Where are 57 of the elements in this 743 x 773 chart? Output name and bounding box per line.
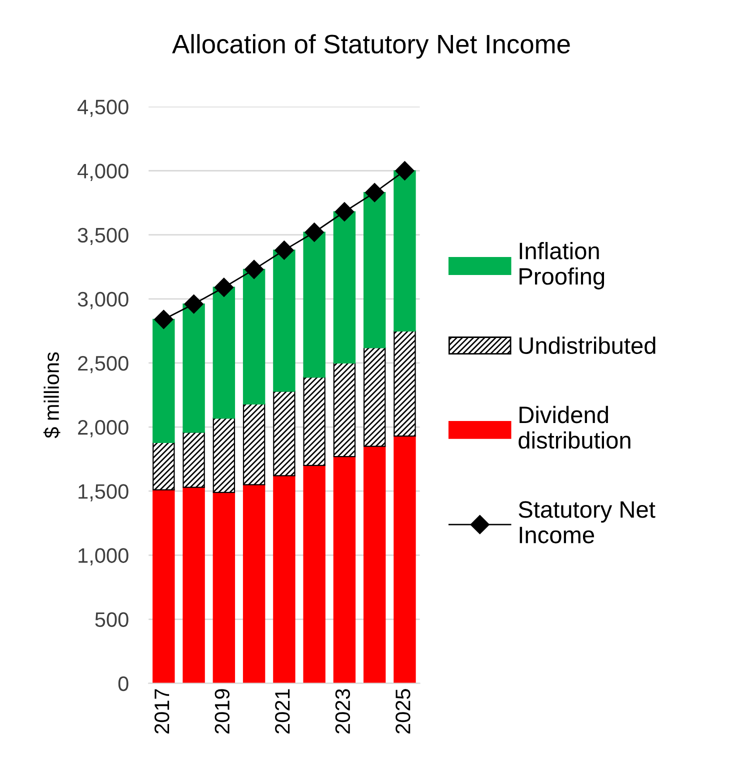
legend-label: Inflation Proofing bbox=[520, 242, 604, 290]
bar bbox=[273, 250, 296, 392]
x-tick-label: 2021 bbox=[275, 689, 290, 734]
point bbox=[184, 294, 204, 314]
y-tick-label: 3,500 bbox=[78, 228, 128, 246]
bar bbox=[394, 435, 416, 684]
bar bbox=[333, 456, 356, 684]
point bbox=[365, 183, 384, 202]
bar bbox=[212, 492, 236, 684]
point bbox=[214, 278, 234, 297]
y-tick-label: 2,500 bbox=[78, 356, 128, 374]
bar bbox=[182, 303, 205, 433]
bar bbox=[394, 170, 416, 332]
y-tick-label: 4,000 bbox=[78, 164, 128, 181]
x-tick-label: 2025 bbox=[396, 689, 410, 734]
point bbox=[304, 222, 324, 242]
bar bbox=[303, 232, 326, 378]
point bbox=[154, 310, 174, 329]
bar bbox=[333, 211, 356, 364]
y-tick-label: 1,000 bbox=[78, 548, 128, 566]
bar bbox=[303, 464, 326, 684]
y-tick-label: 0 bbox=[118, 676, 128, 692]
legend-label: Undistributed bbox=[519, 336, 656, 354]
bar bbox=[242, 403, 266, 486]
bar bbox=[152, 442, 175, 490]
bar bbox=[333, 362, 356, 458]
bar bbox=[212, 418, 236, 493]
y-axis-title: $ millions bbox=[43, 352, 60, 438]
bar bbox=[363, 192, 386, 348]
bar bbox=[242, 484, 266, 684]
bar bbox=[363, 347, 386, 447]
y-tick-label: 2,000 bbox=[78, 420, 128, 438]
bar bbox=[303, 376, 326, 466]
bar bbox=[152, 318, 175, 443]
point bbox=[274, 240, 294, 260]
legend-label: Statutory Net Income bbox=[518, 501, 656, 544]
bar bbox=[394, 330, 416, 437]
bar bbox=[182, 486, 205, 684]
bar bbox=[212, 286, 236, 419]
bar bbox=[182, 432, 205, 488]
bar bbox=[152, 489, 175, 684]
bar bbox=[273, 475, 296, 684]
point bbox=[244, 260, 264, 279]
bar bbox=[363, 446, 386, 684]
x-tick-label: 2019 bbox=[214, 689, 230, 734]
bar bbox=[242, 268, 266, 405]
y-tick-label: 3,000 bbox=[78, 292, 128, 310]
x-tick-label: 2017 bbox=[154, 689, 170, 734]
point bbox=[334, 202, 354, 222]
point bbox=[395, 161, 414, 180]
chart-title: Allocation of Statutory Net Income bbox=[172, 34, 570, 59]
legend-label: Dividend distribution bbox=[518, 406, 630, 449]
y-tick-label: 1,500 bbox=[78, 484, 128, 502]
y-tick-label: 500 bbox=[95, 612, 128, 628]
y-tick-label: 4,500 bbox=[78, 100, 128, 117]
bar bbox=[273, 390, 296, 476]
x-tick-label: 2023 bbox=[335, 689, 350, 734]
